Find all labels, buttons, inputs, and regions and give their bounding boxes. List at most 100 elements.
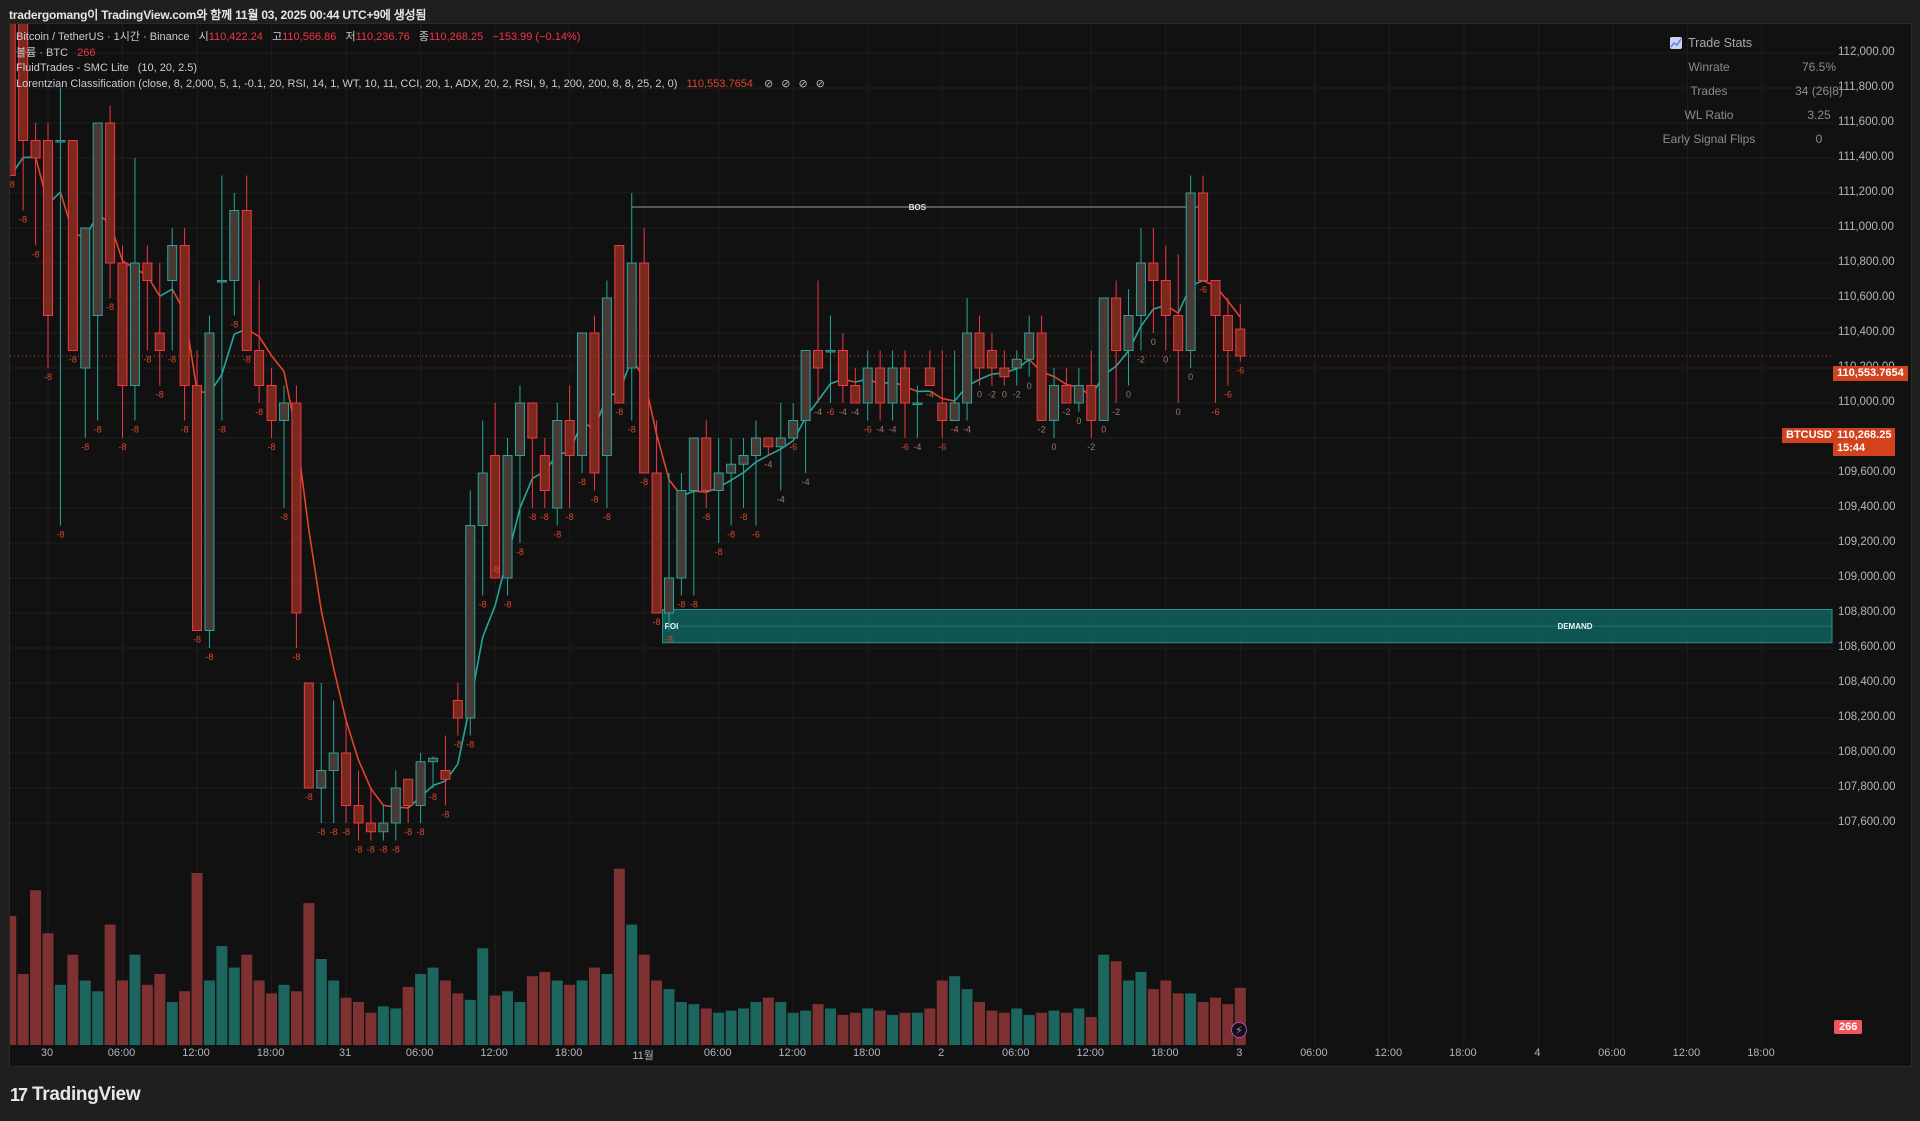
svg-text:-8: -8 — [528, 512, 536, 522]
time-tick-label: 18:00 — [1747, 1047, 1775, 1059]
svg-text:-8: -8 — [94, 425, 102, 435]
chart-caption: tradergomang이 TradingView.com와 함께 11월 03… — [9, 8, 427, 22]
eye-off-icon[interactable]: ⊘ — [781, 77, 791, 90]
price-tick-label: 111,400.00 — [1838, 151, 1894, 163]
volume-value: 266 — [77, 46, 96, 59]
svg-text:-4: -4 — [814, 407, 822, 417]
trade-stats-table: Trade Stats Winrate 76.5% Trades 34 (26|8)… — [1640, 32, 1860, 151]
svg-text:0: 0 — [1027, 381, 1032, 391]
symbol-name: Bitcoin / TetherUS · 1시간 · Binance — [16, 31, 190, 43]
svg-text:-4: -4 — [802, 477, 810, 487]
candlestick-chart[interactable]: POI DEMAND BOS -8 -8 -8 -8 -8 -8 -8 -8 -8 -8 -8 -8 -8 -8… — [10, 24, 1912, 1067]
brand-name: TradingView — [32, 1084, 141, 1105]
svg-text:-8: -8 — [44, 372, 52, 382]
svg-text:DEMAND: DEMAND — [1557, 622, 1592, 631]
svg-text:0: 0 — [1151, 337, 1156, 347]
svg-text:-2: -2 — [1137, 355, 1145, 365]
time-tick-label: 06:00 — [405, 1047, 434, 1059]
svg-text:-8: -8 — [367, 845, 375, 855]
price-tick-label: 109,400.00 — [1838, 501, 1896, 513]
svg-text:-4: -4 — [926, 390, 934, 400]
price-tick-label: 110,400.00 — [1838, 326, 1895, 338]
low-value: 110,236.76 — [355, 31, 410, 43]
time-tick-label: 12:00 — [1374, 1047, 1403, 1059]
svg-text:-8: -8 — [653, 617, 661, 627]
svg-text:-8: -8 — [280, 512, 288, 522]
high-value: 110,566.86 — [282, 31, 337, 43]
high-label: 고 — [272, 31, 283, 43]
eye-off-icon[interactable]: ⊘ — [815, 77, 825, 90]
chart-panel[interactable]: POI DEMAND BOS -8 -8 -8 -8 -8 -8 -8 -8 -8 -8 -8 -8 -8 -8… — [9, 23, 1912, 1067]
svg-text:-6: -6 — [864, 425, 872, 435]
time-tick-label: 06:00 — [1001, 1047, 1030, 1059]
symbol-tag: BTCUSDT — [1782, 428, 1843, 443]
svg-text:-4: -4 — [839, 407, 847, 417]
legend-lorentzian-row[interactable]: Lorentzian Classification (close, 8, 2,0… — [16, 77, 825, 93]
price-tick-label: 112,000.00 — [1838, 46, 1895, 58]
svg-text:-6: -6 — [826, 407, 834, 417]
svg-text:-8: -8 — [690, 600, 698, 610]
svg-text:-8: -8 — [255, 407, 263, 417]
svg-text:-2: -2 — [988, 390, 996, 400]
time-axis[interactable]: 30 06:00 12:00 18:00 31 06:00 12:00 18:00 11월 06:… — [0, 1047, 1830, 1067]
svg-text:0: 0 — [1163, 355, 1168, 365]
stat-row-signal-flips: Early Signal Flips 0 — [1662, 132, 1823, 146]
svg-text:0: 0 — [977, 390, 982, 400]
svg-text:-8: -8 — [727, 530, 735, 540]
svg-text:0: 0 — [1188, 372, 1193, 382]
eye-off-icon[interactable]: ⊘ — [798, 77, 808, 90]
svg-text:-8: -8 — [628, 425, 636, 435]
svg-text:-8: -8 — [32, 250, 40, 260]
time-tick-label: 11월 — [632, 1050, 654, 1062]
svg-text:-8: -8 — [330, 827, 338, 837]
svg-text:-8: -8 — [193, 635, 201, 645]
legend-symbol-row[interactable]: Bitcoin / TetherUS · 1시간 · Binance 시110,… — [16, 30, 825, 46]
svg-text:BOS: BOS — [909, 203, 927, 212]
price-tick-label: 108,000.00 — [1838, 746, 1896, 758]
time-tick-label: 06:00 — [107, 1047, 136, 1059]
svg-text:0: 0 — [1126, 390, 1131, 400]
svg-text:-8: -8 — [119, 442, 127, 452]
svg-text:-8: -8 — [392, 845, 400, 855]
indicator-lorentzian-params: (close, 8, 2,000, 5, 1, -0.1, 20, RSI, 1… — [138, 77, 678, 90]
eye-off-icon[interactable]: ⊘ — [764, 77, 774, 90]
svg-text:-8: -8 — [677, 600, 685, 610]
trade-stats-title: Trade Stats — [1670, 32, 1860, 54]
svg-text:-8: -8 — [243, 355, 251, 365]
svg-text:-6: -6 — [1236, 366, 1244, 376]
price-tick-label: 107,800.00 — [1838, 781, 1896, 793]
bar-countdown: 15:44 — [1837, 442, 1866, 454]
svg-text:-8: -8 — [640, 477, 648, 487]
indicator-smc-params: (10, 20, 2.5) — [137, 62, 198, 74]
svg-text:0: 0 — [1101, 425, 1106, 435]
stat-row-winrate: Winrate 76.5% — [1688, 60, 1837, 74]
svg-text:0: 0 — [1002, 390, 1007, 400]
volume-tag: 266 — [1834, 1020, 1863, 1034]
svg-text:-8: -8 — [404, 827, 412, 837]
svg-text:-8: -8 — [81, 442, 89, 452]
open-value: 110,422.24 — [208, 31, 263, 43]
time-tick-label: 18:00 — [852, 1047, 881, 1059]
legend-smc-row[interactable]: FluidTrades - SMC Lite (10, 20, 2.5) — [16, 61, 825, 77]
close-label: 종 — [418, 31, 429, 43]
svg-text:-8: -8 — [305, 792, 313, 802]
legend-volume-row[interactable]: 볼륨 · BTC 266 — [16, 46, 825, 62]
svg-text:-6: -6 — [1224, 390, 1232, 400]
svg-text:-8: -8 — [441, 810, 449, 820]
time-tick-label: 31 — [338, 1047, 352, 1059]
lightning-icon[interactable]: ⚡ — [1231, 1022, 1247, 1038]
price-tick-label: 111,000.00 — [1838, 221, 1894, 233]
svg-text:-4: -4 — [777, 495, 785, 505]
svg-text:-4: -4 — [889, 425, 897, 435]
svg-text:0: 0 — [1176, 407, 1181, 417]
price-axis[interactable]: 112,000.00 111,800.00 111,600.00 111,400.00… — [1832, 0, 1912, 1050]
price-tick-label: 110,000.00 — [1838, 396, 1895, 408]
price-tick-label: 108,400.00 — [1838, 676, 1896, 688]
svg-text:-4: -4 — [951, 425, 959, 435]
svg-text:-8: -8 — [379, 845, 387, 855]
time-tick-label: 12:00 — [1076, 1047, 1105, 1059]
svg-text:-4: -4 — [913, 442, 921, 452]
svg-text:-8: -8 — [740, 512, 748, 522]
last-price: 110,268.25 — [1837, 429, 1892, 441]
last-price-tag: 110,268.25 15:44 — [1833, 428, 1896, 456]
